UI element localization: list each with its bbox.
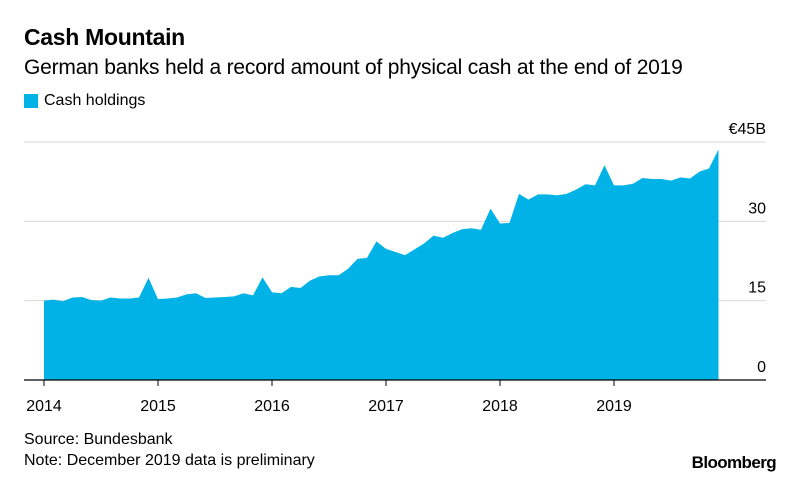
legend-swatch [24,94,38,108]
x-tick-label: 2014 [26,398,62,415]
x-tick-label: 2017 [368,398,404,415]
y-tick-label: 30 [748,200,766,217]
bloomberg-logo: Bloomberg [691,453,777,472]
chart-title: Cash Mountain [24,24,185,50]
footnote: Note: December 2019 data is preliminary [24,452,315,469]
legend-label: Cash holdings [44,92,146,109]
x-tick-label: 2019 [596,398,632,415]
chart-subtitle: German banks held a record amount of phy… [24,56,683,79]
chart-legend: Cash holdings [24,92,145,110]
series-area-cash-holdings [44,149,719,380]
x-tick-label: 2016 [254,398,290,415]
source-note: Source: Bundesbank [24,431,173,448]
x-tick-label: 2018 [482,398,518,415]
y-tick-label: 15 [748,280,766,297]
y-tick-label: €45B [729,121,766,138]
y-tick-label: 0 [757,359,766,376]
x-tick-label: 2015 [140,398,176,415]
